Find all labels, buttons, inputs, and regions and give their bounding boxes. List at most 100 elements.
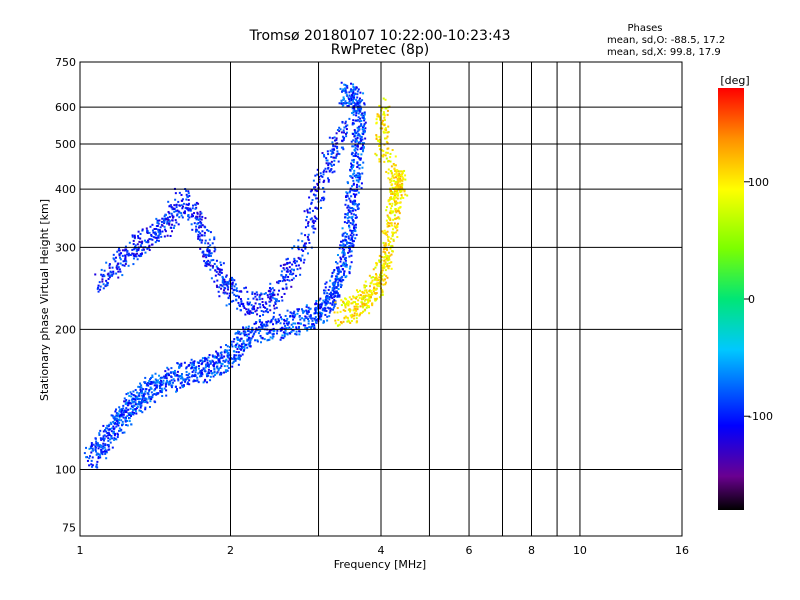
scatter-point-s0-15-5 bbox=[257, 332, 260, 335]
scatter-point-s1-5-33 bbox=[386, 225, 389, 228]
scatter-point-s1-6-6 bbox=[398, 212, 401, 215]
scatter-point-s0-2-23 bbox=[123, 431, 126, 434]
scatter-point-s2-14-38 bbox=[330, 164, 333, 167]
scatter-point-s1-8-45 bbox=[391, 186, 394, 189]
scatter-point-s0-0-36 bbox=[95, 440, 98, 443]
scatter-point-s1-3-59 bbox=[382, 283, 385, 286]
scatter-point-s0-21-39 bbox=[335, 291, 338, 294]
scatter-point-s0-22-32 bbox=[342, 272, 345, 275]
scatter-point-s0-18-30 bbox=[314, 316, 317, 319]
scatter-point-s1-1-51 bbox=[350, 302, 353, 305]
scatter-point-s2-4-10 bbox=[173, 210, 176, 213]
scatter-point-s2-15-42 bbox=[335, 132, 338, 135]
scatter-point-s2-4-41 bbox=[181, 198, 184, 201]
scatter-point-s0-26-36 bbox=[349, 168, 352, 171]
scatter-point-s2-15-1 bbox=[332, 156, 335, 159]
scatter-point-s0-8-53 bbox=[176, 373, 179, 376]
scatter-point-s2-3-0 bbox=[171, 230, 174, 233]
scatter-point-s2-13-19 bbox=[300, 232, 303, 235]
scatter-point-s0-0-11 bbox=[97, 444, 100, 447]
scatter-point-s0-30-28 bbox=[346, 105, 349, 108]
scatter-point-s2-7-55 bbox=[213, 262, 216, 265]
scatter-point-s2-15-56 bbox=[345, 132, 348, 135]
scatter-point-s2-10-35 bbox=[269, 300, 272, 303]
scatter-point-s2-14-47 bbox=[314, 194, 317, 197]
scatter-point-s0-8-58 bbox=[178, 366, 181, 369]
scatter-point-s0-10-22 bbox=[201, 357, 204, 360]
scatter-point-s0-29-4 bbox=[360, 107, 363, 110]
scatter-point-s2-2-11 bbox=[145, 241, 148, 244]
scatter-point-s2-10-2 bbox=[258, 296, 261, 299]
scatter-point-s0-10-25 bbox=[197, 367, 200, 370]
scatter-point-s1-1-10 bbox=[348, 308, 351, 311]
scatter-point-s2-11-28 bbox=[272, 291, 275, 294]
scatter-point-s2-9-36 bbox=[233, 285, 236, 288]
scatter-point-s2-4-26 bbox=[173, 204, 176, 207]
scatter-point-s0-30-16 bbox=[354, 92, 357, 95]
scatter-point-s0-29-21 bbox=[353, 96, 356, 99]
scatter-point-s2-12-42 bbox=[285, 258, 288, 261]
scatter-point-s0-16-8 bbox=[278, 319, 281, 322]
scatter-point-s2-8-38 bbox=[215, 284, 218, 287]
scatter-point-s0-11-27 bbox=[204, 357, 207, 360]
scatter-point-s0-11-6 bbox=[204, 378, 207, 381]
scatter-point-s2-7-8 bbox=[206, 250, 209, 253]
scatter-point-s0-16-46 bbox=[284, 324, 287, 327]
scatter-point-s1-3-49 bbox=[373, 292, 376, 295]
scatter-point-s1-0-22 bbox=[340, 299, 343, 302]
scatter-point-s1-5-51 bbox=[391, 231, 394, 234]
scatter-point-s1-10-41 bbox=[386, 147, 389, 150]
scatter-point-s0-24-38 bbox=[354, 214, 357, 217]
scatter-point-s0-29-40 bbox=[351, 112, 354, 115]
scatter-point-s0-29-16 bbox=[353, 101, 356, 104]
scatter-point-s0-21-53 bbox=[335, 275, 338, 278]
scatter-point-s0-26-13 bbox=[356, 172, 359, 175]
scatter-point-s0-6-40 bbox=[149, 380, 152, 383]
scatter-point-s2-0-33 bbox=[112, 272, 115, 275]
scatter-point-s2-11-54 bbox=[273, 297, 276, 300]
scatter-point-s0-21-47 bbox=[338, 279, 341, 282]
scatter-point-s1-0-10 bbox=[340, 322, 343, 325]
scatter-point-s0-11-36 bbox=[208, 354, 211, 357]
scatter-point-s2-13-20 bbox=[301, 254, 304, 257]
scatter-point-s2-5-41 bbox=[180, 193, 183, 196]
scatter-point-s0-0-34 bbox=[89, 446, 92, 449]
scatter-point-s0-6-23 bbox=[149, 400, 152, 403]
scatter-point-s1-0-3 bbox=[334, 322, 337, 325]
scatter-point-s0-8-44 bbox=[168, 382, 171, 385]
scatter-point-s2-14-54 bbox=[333, 156, 336, 159]
scatter-point-s0-16-39 bbox=[284, 314, 287, 317]
scatter-point-s0-1-28 bbox=[107, 439, 110, 442]
scatter-point-s0-18-44 bbox=[305, 305, 308, 308]
scatter-point-s0-1-37 bbox=[98, 453, 101, 456]
scatter-point-s2-12-32 bbox=[288, 261, 291, 264]
scatter-point-s2-14-5 bbox=[331, 171, 334, 174]
scatter-point-s0-19-39 bbox=[324, 313, 327, 316]
scatter-point-s0-17-47 bbox=[306, 329, 309, 332]
scatter-point-s0-12-49 bbox=[234, 359, 237, 362]
scatter-point-s0-7-27 bbox=[162, 382, 165, 385]
scatter-point-s0-19-2 bbox=[314, 303, 317, 306]
scatter-point-s2-4-44 bbox=[178, 216, 181, 219]
scatter-point-s0-7-17 bbox=[154, 372, 157, 375]
scatter-point-s2-13-14 bbox=[312, 221, 315, 224]
scatter-point-s1-3-51 bbox=[375, 288, 378, 291]
scatter-point-s0-19-29 bbox=[319, 297, 322, 300]
scatter-point-s0-16-23 bbox=[271, 337, 274, 340]
scatter-point-s0-30-23 bbox=[352, 91, 355, 94]
scatter-point-s2-15-36 bbox=[345, 131, 348, 134]
scatter-point-s0-4-48 bbox=[124, 402, 127, 405]
scatter-point-s1-10-36 bbox=[385, 129, 388, 132]
scatter-point-s2-5-10 bbox=[199, 210, 202, 213]
scatter-point-s0-22-46 bbox=[344, 262, 347, 265]
scatter-point-s0-24-36 bbox=[344, 239, 347, 242]
scatter-point-s2-0-42 bbox=[108, 264, 111, 267]
scatter-point-s0-2-22 bbox=[116, 433, 119, 436]
scatter-point-s2-3-52 bbox=[165, 217, 168, 220]
scatter-point-s1-6-50 bbox=[387, 224, 390, 227]
scatter-point-s0-13-46 bbox=[225, 344, 228, 347]
scatter-point-s0-29-49 bbox=[357, 107, 360, 110]
scatter-point-s0-8-45 bbox=[173, 372, 176, 375]
scatter-point-s2-7-39 bbox=[205, 262, 208, 265]
scatter-point-s0-8-3 bbox=[170, 386, 173, 389]
